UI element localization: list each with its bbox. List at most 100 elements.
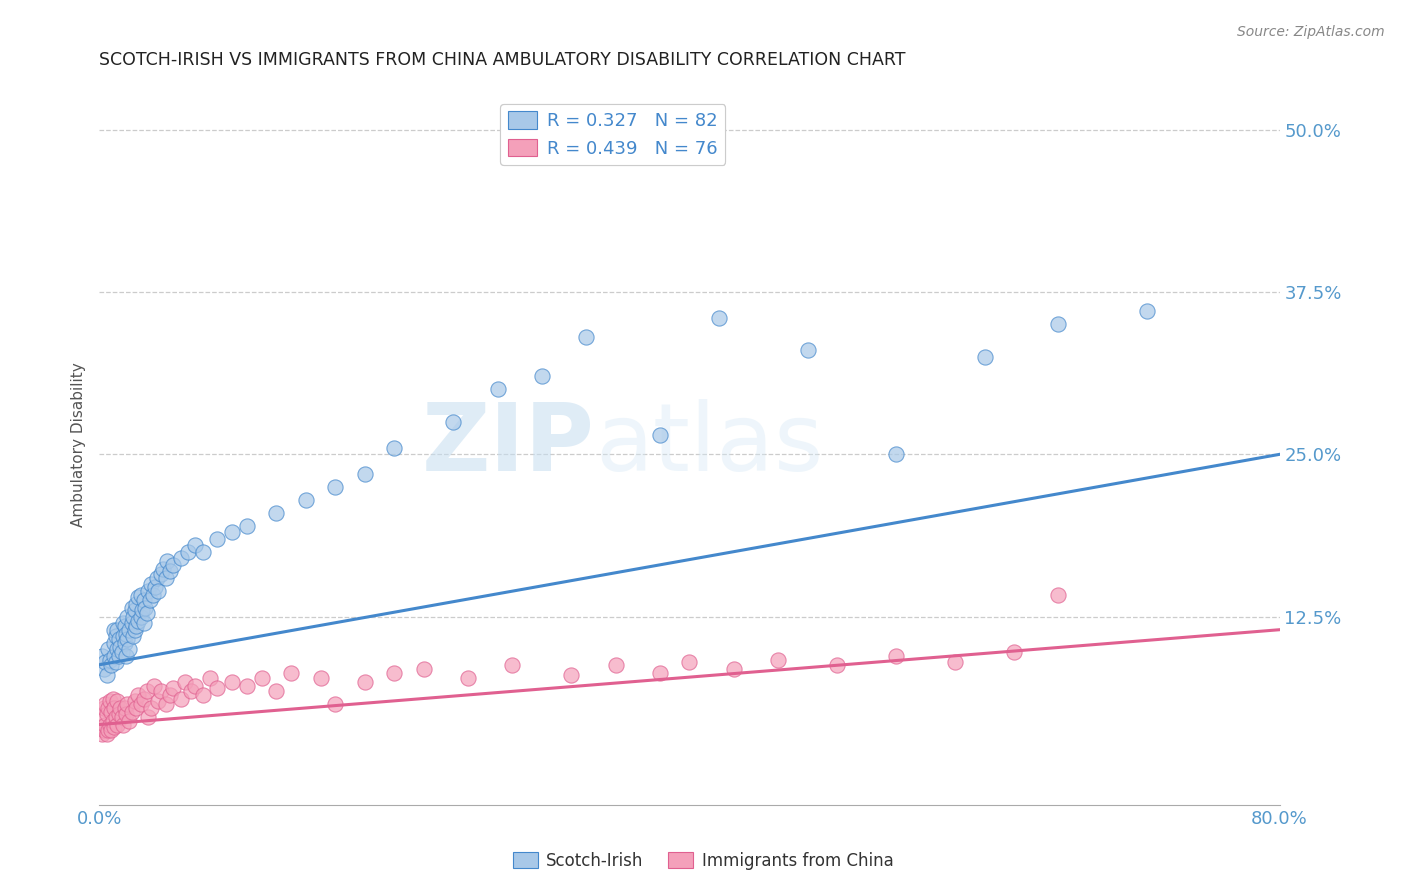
Point (221, 674, 243, 689)
Point (122, 629, 145, 643)
Point (107, 648, 129, 663)
Point (148, 694, 170, 708)
Point (973, 350, 995, 364)
Point (295, 492, 318, 507)
Point (884, 648, 907, 663)
Point (96, 668, 118, 682)
Point (1136, 304, 1159, 318)
Point (191, 688, 214, 702)
Point (443, 415, 465, 429)
Point (169, 551, 191, 566)
Text: SCOTCH-IRISH VS IMMIGRANTS FROM CHINA AMBULATORY DISABILITY CORRELATION CHART: SCOTCH-IRISH VS IMMIGRANTS FROM CHINA AM… (100, 51, 905, 69)
Point (250, 671, 273, 685)
Point (457, 671, 479, 685)
Point (98, 652, 121, 666)
Point (575, 330, 598, 344)
Point (766, 652, 789, 666)
Point (125, 700, 148, 714)
Point (108, 640, 131, 654)
Point (124, 623, 146, 637)
Point (115, 648, 138, 663)
Point (98, 717, 121, 731)
Point (136, 710, 159, 724)
Point (127, 688, 149, 702)
Point (118, 623, 141, 637)
Point (134, 600, 156, 615)
Point (118, 714, 141, 728)
Point (150, 683, 173, 698)
Point (101, 691, 124, 706)
Point (191, 545, 214, 559)
Point (112, 717, 135, 731)
Point (112, 629, 135, 643)
Point (103, 648, 125, 663)
Point (114, 636, 136, 650)
Point (138, 592, 160, 607)
Point (124, 694, 146, 708)
Point (501, 657, 523, 672)
Point (180, 683, 202, 698)
Point (266, 506, 288, 520)
Point (136, 583, 159, 598)
Point (236, 679, 259, 693)
Point (110, 710, 132, 724)
Point (796, 343, 818, 358)
Point (325, 697, 347, 711)
Point (207, 532, 229, 546)
Point (104, 710, 127, 724)
Point (184, 538, 207, 552)
Y-axis label: Ambulatory Disability: Ambulatory Disability (72, 362, 86, 527)
Point (155, 697, 177, 711)
Point (198, 671, 221, 685)
Point (101, 714, 124, 728)
Point (266, 683, 288, 698)
Point (159, 564, 181, 578)
Point (1002, 645, 1025, 659)
Point (1047, 588, 1070, 602)
Point (825, 657, 848, 672)
Point (125, 597, 148, 611)
Point (98, 694, 121, 708)
Point (124, 603, 146, 617)
Point (207, 681, 229, 695)
Point (132, 691, 155, 706)
Point (115, 626, 138, 640)
Point (162, 681, 184, 695)
Point (384, 665, 406, 680)
Point (93, 662, 115, 676)
Point (118, 642, 141, 657)
Point (91, 726, 114, 740)
Point (648, 428, 671, 442)
Point (107, 707, 129, 722)
Point (100, 657, 122, 672)
Point (117, 609, 139, 624)
Point (122, 609, 145, 624)
Point (93, 723, 115, 737)
Point (94, 697, 117, 711)
Point (148, 583, 170, 598)
Point (132, 616, 155, 631)
Point (884, 447, 907, 461)
Point (354, 467, 377, 481)
Point (156, 554, 179, 568)
Point (94, 655, 117, 669)
Point (91, 648, 114, 663)
Point (678, 655, 700, 669)
Point (131, 603, 153, 617)
Point (141, 588, 163, 602)
Point (139, 700, 162, 714)
Point (177, 545, 200, 559)
Point (384, 441, 406, 455)
Point (112, 616, 135, 631)
Point (530, 369, 553, 384)
Point (105, 694, 128, 708)
Point (943, 655, 966, 669)
Point (97, 642, 120, 657)
Point (139, 577, 162, 591)
Point (129, 697, 152, 711)
Point (103, 700, 125, 714)
Point (103, 720, 125, 734)
Point (110, 645, 132, 659)
Point (605, 657, 627, 672)
Point (169, 691, 191, 706)
